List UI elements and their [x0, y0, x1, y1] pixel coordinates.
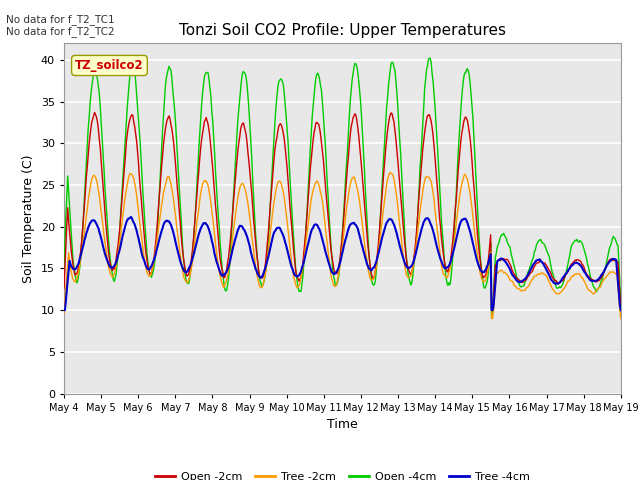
- Text: TZ_soilco2: TZ_soilco2: [75, 59, 144, 72]
- Y-axis label: Soil Temperature (C): Soil Temperature (C): [22, 154, 35, 283]
- Text: No data for f_T2_TC2: No data for f_T2_TC2: [6, 26, 115, 37]
- Title: Tonzi Soil CO2 Profile: Upper Temperatures: Tonzi Soil CO2 Profile: Upper Temperatur…: [179, 23, 506, 38]
- X-axis label: Time: Time: [327, 418, 358, 431]
- Text: No data for f_T2_TC1: No data for f_T2_TC1: [6, 14, 115, 25]
- Legend: Open -2cm, Tree -2cm, Open -4cm, Tree -4cm: Open -2cm, Tree -2cm, Open -4cm, Tree -4…: [150, 467, 534, 480]
